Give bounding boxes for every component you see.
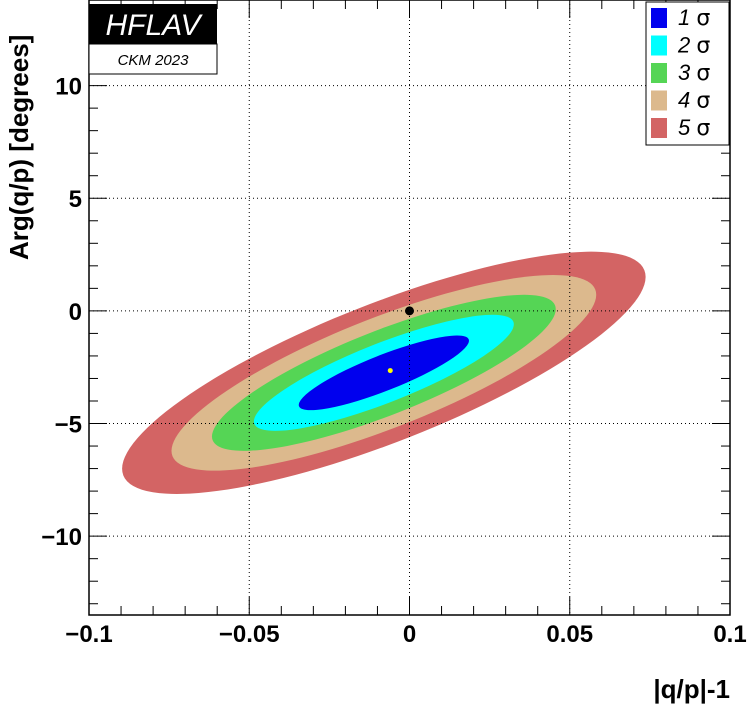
x-tick-label: 0.1	[713, 621, 746, 648]
logo-subtitle-box	[88, 43, 218, 75]
y-tick-label: 5	[69, 186, 82, 213]
legend-entries: 1 σ2 σ3 σ4 σ5 σ	[651, 5, 710, 141]
y-tick-label: −10	[41, 524, 82, 551]
sigma-symbol: σ	[696, 34, 710, 59]
points-layer	[387, 306, 414, 374]
logo-subtitle: CKM 2023	[118, 52, 190, 69]
y-axis-title: Arg(q/p) [degrees]	[4, 35, 34, 260]
contour-1-sigma	[298, 335, 469, 411]
sigma-symbol: σ	[696, 6, 710, 31]
legend-swatch-5-sigma	[651, 118, 667, 138]
x-tick-label: −0.1	[65, 621, 112, 648]
x-tick-label: 0.05	[546, 621, 593, 648]
sigma-symbol: σ	[696, 61, 710, 86]
legend-swatch-4-sigma	[651, 90, 667, 111]
legend-swatch-1-sigma	[651, 8, 667, 28]
hflav-logo: HFLAV CKM 2023	[88, 4, 218, 75]
legend-label-5-sigma: 5 σ	[678, 115, 710, 141]
reference-point	[405, 306, 414, 316]
legend-label-1-sigma: 1 σ	[678, 5, 710, 31]
legend-label-3-sigma: 3 σ	[678, 60, 710, 86]
legend-swatch-3-sigma	[651, 63, 667, 83]
legend: 1 σ2 σ3 σ4 σ5 σ	[645, 1, 730, 146]
logo-name: HFLAV	[105, 9, 203, 42]
x-tick-label: 0	[403, 621, 416, 648]
tick-labels-layer: −0.1 −0.05 0 0.05 0.1 −10 −5 0 5 10	[41, 74, 746, 648]
best-fit-point	[387, 368, 393, 374]
sigma-symbol: σ	[696, 116, 710, 141]
contour-layer	[122, 251, 646, 494]
legend-swatch-2-sigma	[651, 35, 667, 56]
y-tick-label: 0	[69, 299, 82, 326]
y-tick-label: 10	[55, 74, 82, 101]
x-tick-label: −0.05	[219, 621, 280, 648]
legend-label-2-sigma: 2 σ	[677, 33, 710, 59]
logo-box	[89, 4, 217, 44]
sigma-symbol: σ	[696, 89, 710, 114]
x-axis-title: |q/p|-1	[653, 674, 730, 704]
y-tick-label: −5	[55, 412, 82, 439]
legend-label-4-sigma: 4 σ	[678, 88, 710, 114]
